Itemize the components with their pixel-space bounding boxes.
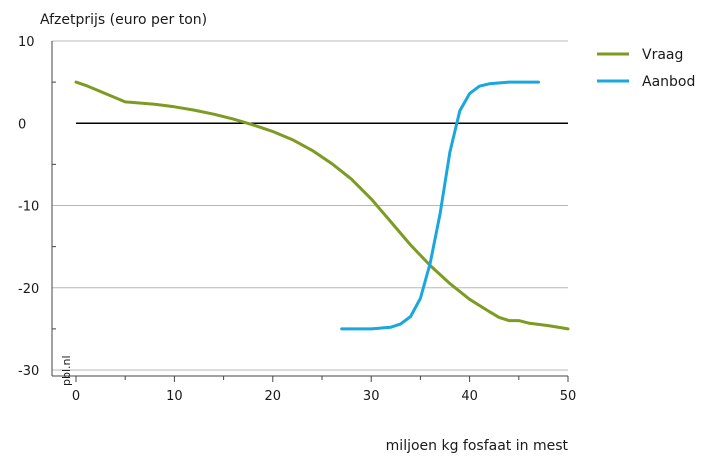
- series-line-vraag: [74, 80, 570, 331]
- legend-label-aanbod: Aanbod: [642, 74, 695, 90]
- y-axis-title: Afzetprijs (euro per ton): [40, 12, 207, 28]
- x-tick-label: 40: [461, 389, 478, 404]
- y-tick-label: 0: [18, 117, 26, 132]
- legend: Vraag Aanbod: [597, 47, 695, 90]
- series-line-aanbod: [340, 80, 540, 331]
- x-tick-label: 0: [72, 389, 80, 404]
- legend-label-vraag: Vraag: [642, 47, 683, 63]
- ticks: 10 0 -10 -20 -30 0 10 20 30 40 50: [18, 35, 576, 404]
- x-tick-label: 30: [363, 389, 380, 404]
- gridlines: [52, 40, 568, 371]
- y-tick-label: -20: [18, 282, 39, 297]
- axes: [51, 41, 568, 377]
- x-tick-label: 10: [166, 389, 183, 404]
- series-lines: [74, 80, 570, 331]
- x-tick-label: 50: [560, 389, 577, 404]
- x-axis-title: miljoen kg fosfaat in mest: [386, 438, 569, 454]
- y-tick-label: -10: [18, 200, 39, 215]
- x-tick-label: 20: [265, 389, 282, 404]
- watermark-pbl: pbl.nl: [60, 355, 73, 386]
- y-tick-label: 10: [18, 35, 35, 50]
- y-tick-label: -30: [18, 364, 39, 379]
